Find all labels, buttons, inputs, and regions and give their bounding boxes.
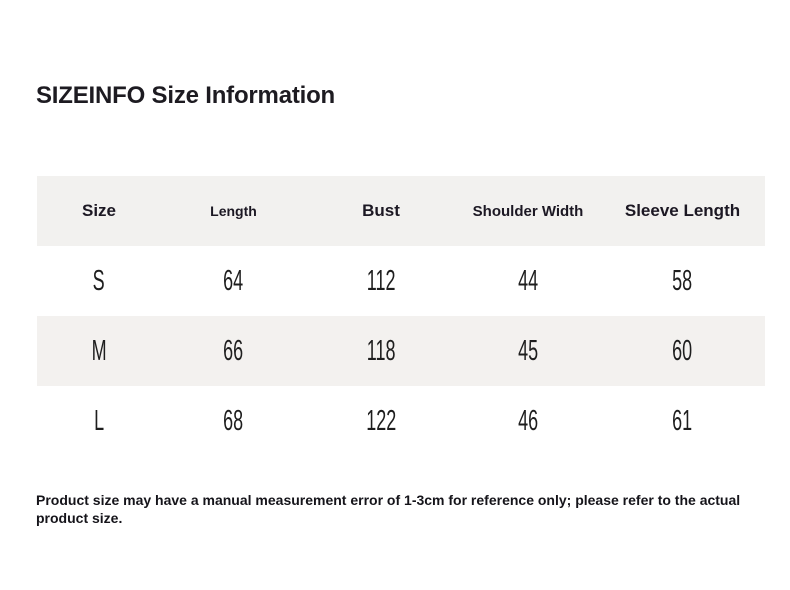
header-cell-size: Size [81,201,117,220]
page-title: SIZEINFO Size Information [36,82,336,110]
table-cell: 61 [600,405,765,438]
table-row: M 66 118 45 60 [37,316,765,386]
table-cell: L [37,405,161,438]
cell-value: 68 [223,404,244,437]
table-cell: 60 [600,335,765,368]
cell-value: S [93,264,105,297]
header-cell-bust: Bust [362,201,400,220]
table-row: S 64 112 44 58 [37,246,765,316]
cell-value: 122 [365,404,396,437]
cell-value: 61 [672,404,693,437]
table-cell: 112 [306,265,456,298]
cell-value: 46 [517,404,538,437]
cell-value: 60 [672,334,693,367]
cell-value: M [91,334,107,367]
cell-value: 45 [517,334,538,367]
cell-value: 118 [366,334,396,367]
table-cell: M [37,335,161,368]
table-cell: 44 [456,265,600,298]
header-cell-length: Length [210,203,257,219]
table-cell: 46 [456,405,600,438]
header-cell-sleeve-length: Sleeve Length [624,201,741,220]
header-cell-shoulder-width: Shoulder Width [472,202,584,220]
table-row: L 68 122 46 61 [37,386,765,456]
table-cell: 64 [161,265,306,298]
cell-value: 64 [223,264,244,297]
table-cell: 68 [161,405,306,438]
cell-value: 112 [366,264,396,297]
cell-value: 66 [223,334,244,367]
size-table-header-row: Size Length Bust Shoulder Width Sleeve L… [37,176,765,246]
table-cell: 118 [306,335,456,368]
size-table: Size Length Bust Shoulder Width Sleeve L… [37,176,765,456]
table-cell: 45 [456,335,600,368]
table-cell: S [37,265,161,298]
cell-value: 58 [672,264,693,297]
table-cell: 122 [306,405,456,438]
cell-value: L [93,404,104,437]
measurement-disclaimer: Product size may have a manual measureme… [36,492,741,526]
cell-value: 44 [517,264,538,297]
table-cell: 66 [161,335,306,368]
table-cell: 58 [600,265,765,298]
